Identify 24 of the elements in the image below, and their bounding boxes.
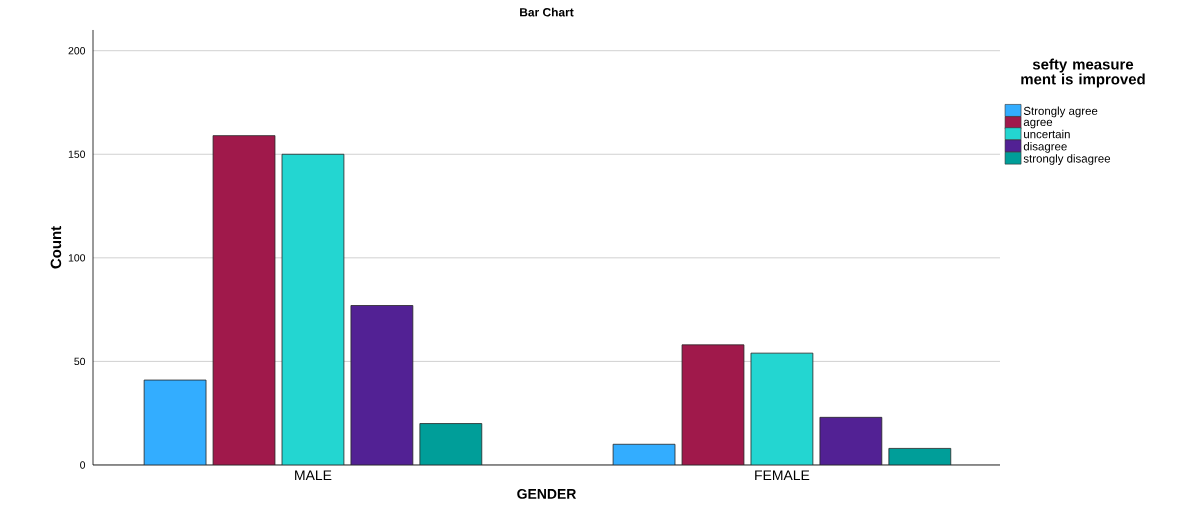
legend-label: strongly disagree [1023,154,1111,165]
x-tick-label: MALE [295,470,332,481]
bar [143,379,207,465]
bar [212,135,276,465]
legend-label: uncertain [1024,129,1070,139]
bar [750,352,814,465]
y-tick-label: 200 [68,47,86,55]
bar [419,423,483,465]
y-tick-label: 100 [68,254,86,262]
bar [819,416,883,465]
legend-label: Strongly agree [1023,106,1098,118]
x-axis-title: GENDER [517,488,577,499]
y-tick-label: 150 [68,150,86,158]
y-tick-label: 0 [80,461,86,469]
legend-title: sefty measure ment is improved [1021,58,1145,88]
x-tick-label: FEMALE [755,470,810,481]
bar [350,305,414,465]
y-axis-title: Count [50,226,62,269]
chart-title: Bar Chart [520,7,574,17]
bar [681,344,745,465]
legend-label: agree [1023,119,1053,129]
bar [281,153,345,465]
y-tick-label: 50 [74,357,86,366]
legend-label: disagree [1023,142,1067,153]
